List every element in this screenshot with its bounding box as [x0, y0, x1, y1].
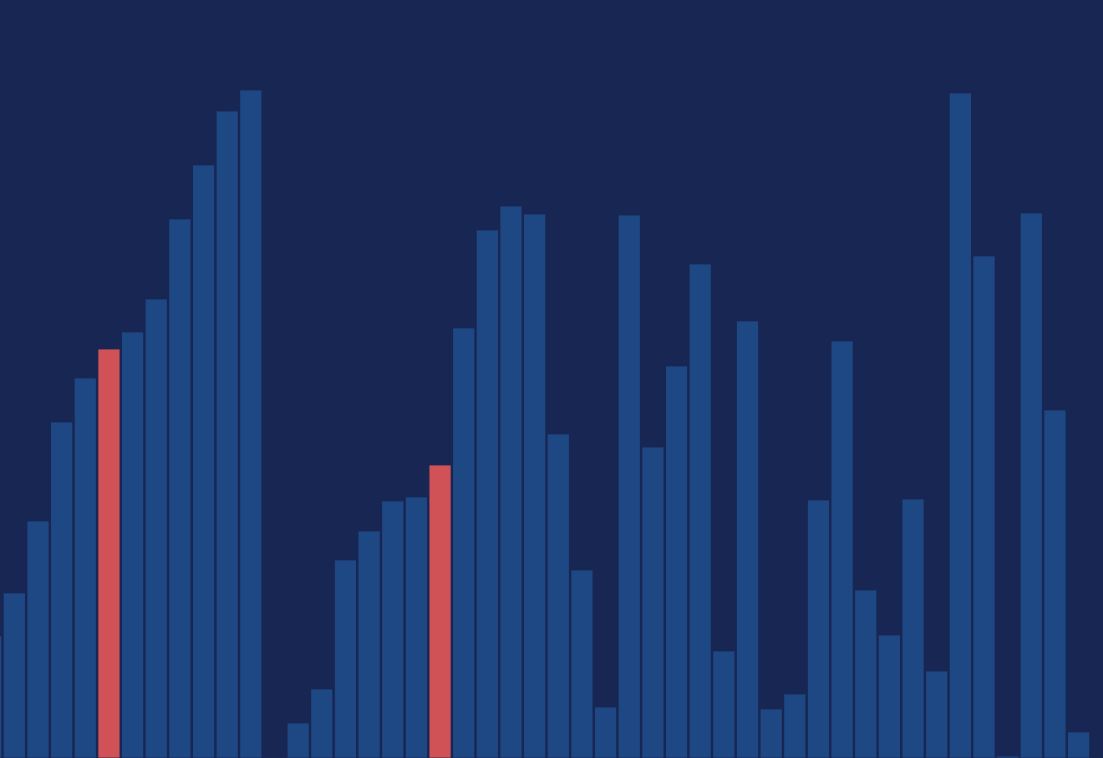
- bar-15: [334, 559, 357, 758]
- bar-0: [0, 635, 3, 758]
- bar-45: [1043, 409, 1067, 758]
- bar-8: [168, 218, 192, 758]
- bar-24: [546, 433, 570, 758]
- bars-group: [0, 89, 1090, 758]
- bar-17: [381, 500, 405, 758]
- bar-29: [665, 365, 688, 758]
- bar-9: [192, 164, 215, 758]
- bar-4: [73, 377, 97, 758]
- bar-46: [1067, 731, 1090, 758]
- bar-21: [475, 229, 499, 758]
- bar-44: [1019, 212, 1043, 758]
- bar-34: [783, 693, 807, 758]
- bar-32: [736, 320, 759, 758]
- bar-5: [97, 348, 121, 758]
- bar-11: [239, 89, 263, 758]
- bar-20: [452, 327, 476, 758]
- bar-7: [144, 298, 168, 758]
- bar-31: [712, 650, 736, 758]
- bar-1: [2, 592, 26, 758]
- bar-23: [523, 213, 547, 758]
- bar-41: [948, 92, 972, 758]
- bar-16: [357, 530, 381, 758]
- bar-30: [688, 263, 712, 758]
- bar-39: [901, 498, 925, 758]
- bar-26: [594, 706, 617, 758]
- bar-28: [641, 446, 665, 758]
- bar-43: [996, 755, 1020, 758]
- bar-42: [972, 255, 996, 758]
- bar-36: [830, 340, 854, 758]
- bar-37: [854, 589, 878, 758]
- bar-13: [286, 722, 310, 758]
- bar-25: [570, 569, 594, 758]
- bar-3: [50, 421, 74, 758]
- bar-38: [878, 634, 901, 758]
- bar-6: [121, 331, 144, 758]
- bar-22: [499, 205, 523, 758]
- bar-35: [807, 499, 830, 758]
- bar-10: [215, 110, 239, 758]
- bar-40: [925, 670, 949, 758]
- bar-19: [428, 464, 452, 758]
- bar-18: [404, 496, 428, 758]
- bar-14: [310, 688, 334, 758]
- bar-33: [759, 708, 783, 758]
- bar-2: [26, 520, 50, 758]
- bar-27: [617, 214, 641, 758]
